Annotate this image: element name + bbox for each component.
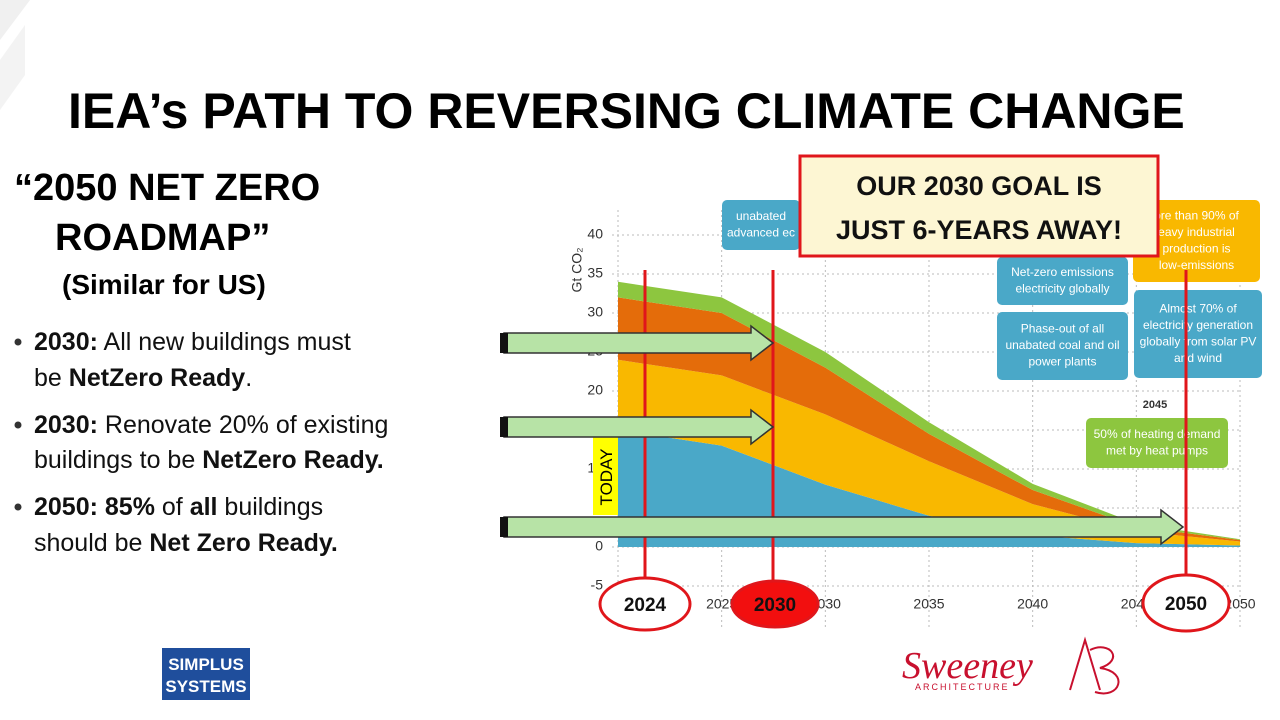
annotation-text: electricity generation bbox=[1143, 318, 1253, 332]
y-tick-label: 40 bbox=[587, 226, 603, 242]
y-tick-label: 30 bbox=[587, 304, 603, 320]
marker-ellipse bbox=[598, 576, 692, 632]
arrow bbox=[503, 508, 1185, 546]
y-tick-label: 0 bbox=[595, 538, 603, 554]
bullet-dot bbox=[14, 338, 22, 346]
annotation-text: production is bbox=[1162, 241, 1230, 255]
text-run: should be bbox=[34, 529, 149, 557]
text-run: be bbox=[34, 364, 69, 392]
annotation-text: power plants bbox=[1028, 355, 1096, 369]
arrow bbox=[503, 324, 775, 362]
logo-text: SIMPLUS bbox=[168, 655, 244, 674]
y-tick-label: 20 bbox=[587, 382, 603, 398]
marker-label: 2050 bbox=[1165, 594, 1207, 615]
annotation-text: ore than 90% of bbox=[1154, 208, 1239, 222]
marker-ellipse bbox=[1141, 573, 1231, 633]
annotation-box bbox=[1133, 200, 1260, 282]
annotation-text: Almost 70% of bbox=[1159, 301, 1237, 315]
bullet-text: 2050: 85% of all buildings bbox=[34, 493, 323, 521]
bullet-dot bbox=[14, 421, 22, 429]
year-note: 2045 bbox=[1143, 399, 1167, 411]
text-run: 2030: bbox=[34, 411, 98, 439]
text-run: NetZero Ready. bbox=[202, 446, 384, 474]
subtitle: (Similar for US) bbox=[62, 269, 266, 300]
annotation-text: Net-zero emissions bbox=[1011, 265, 1114, 279]
text-run: all bbox=[190, 493, 218, 521]
subtitle: ROADMAP” bbox=[55, 217, 270, 259]
text-run: of bbox=[155, 493, 190, 521]
logo-text: SYSTEMS bbox=[165, 677, 246, 696]
text-run: Renovate 20% of existing bbox=[98, 411, 388, 439]
annotation-text: eavy industrial bbox=[1158, 225, 1235, 239]
callout-text: JUST 6-YEARS AWAY! bbox=[836, 215, 1122, 245]
title: IEA’s PATH TO REVERSING CLIMATE CHANGE bbox=[68, 83, 1185, 139]
text-run: Net Zero Ready. bbox=[149, 529, 337, 557]
annotation-box bbox=[722, 200, 800, 250]
annotation-text: advanced ec bbox=[727, 225, 795, 239]
y-axis-label: Gt CO₂ bbox=[569, 247, 585, 292]
callout-text: OUR 2030 GOAL IS bbox=[856, 171, 1102, 201]
arrow-tail bbox=[500, 333, 508, 353]
annotation-text: 50% of heating demand bbox=[1094, 427, 1221, 441]
annotation-box bbox=[1134, 290, 1262, 378]
today-box bbox=[593, 437, 618, 515]
annotation-box bbox=[997, 312, 1128, 380]
text-run: buildings to be bbox=[34, 446, 202, 474]
logo-mark bbox=[1069, 636, 1120, 695]
text-run: 2050: 85% bbox=[34, 493, 155, 521]
x-tick-label: 2025 bbox=[706, 596, 737, 612]
marker-label: 2024 bbox=[624, 595, 667, 616]
y-tick-label: 35 bbox=[587, 265, 603, 281]
today-label: TODAY bbox=[597, 449, 616, 506]
chart: -505101520253035402020202520302035204020… bbox=[569, 200, 1262, 630]
annotation-text: electricity globally bbox=[1015, 281, 1109, 295]
text-run: buildings bbox=[217, 493, 323, 521]
arrow-tail bbox=[500, 417, 508, 437]
annotation-text: low-emissions bbox=[1159, 258, 1234, 272]
marker-label: 2030 bbox=[754, 595, 796, 616]
text-run: . bbox=[245, 364, 252, 392]
text-run: 2030: bbox=[34, 328, 98, 356]
annotation-text: unabated coal and oil bbox=[1005, 338, 1119, 352]
text-run: All new buildings must bbox=[98, 328, 351, 356]
decor bbox=[0, 0, 30, 40]
bullet-text: 2030: All new buildings must bbox=[34, 328, 351, 356]
arrow-tail bbox=[500, 517, 508, 537]
bullet-text: should be Net Zero Ready. bbox=[34, 529, 338, 557]
logo-sub: ARCHITECTURE bbox=[915, 682, 1010, 692]
arrow bbox=[503, 408, 775, 446]
x-tick-label: 2035 bbox=[913, 596, 944, 612]
decor bbox=[0, 25, 25, 110]
annotation-text: Phase-out of all bbox=[1021, 322, 1104, 336]
x-tick-label: 2040 bbox=[1017, 596, 1048, 612]
annotation-text: and wind bbox=[1174, 351, 1222, 365]
bullet-dot bbox=[14, 503, 22, 511]
subtitle: “2050 NET ZERO bbox=[14, 167, 320, 209]
annotation-text: met by heat pumps bbox=[1106, 443, 1208, 457]
overlay: TODAY OUR 2030 GOAL IS JUST 6-YEARS AWAY! 2… bbox=[500, 154, 1231, 633]
text-run: NetZero Ready bbox=[69, 364, 246, 392]
annotation-box bbox=[1086, 418, 1228, 468]
x-tick-label: 2050 bbox=[1224, 596, 1255, 612]
y-tick-label: -5 bbox=[591, 577, 604, 593]
annotation-text: globally from solar PV bbox=[1140, 334, 1257, 348]
bullet-text: be NetZero Ready. bbox=[34, 364, 252, 392]
logo-block bbox=[162, 648, 250, 700]
logo-text: Sweeney bbox=[902, 645, 1033, 687]
bullet-text: buildings to be NetZero Ready. bbox=[34, 446, 384, 474]
bullet-text: 2030: Renovate 20% of existing bbox=[34, 411, 388, 439]
annotation-box bbox=[997, 257, 1128, 305]
annotation-text: unabated bbox=[736, 209, 786, 223]
marker-ellipse bbox=[730, 579, 820, 629]
callout-box bbox=[798, 154, 1160, 258]
